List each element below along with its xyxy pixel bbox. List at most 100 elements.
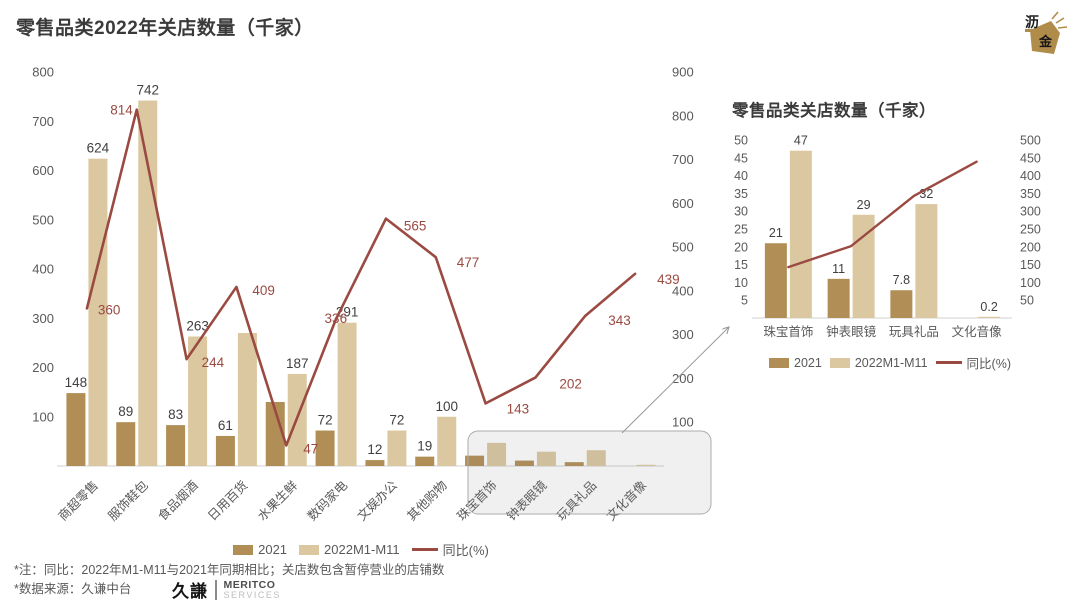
bar-value-label: 100 bbox=[435, 399, 458, 414]
lijin-logo-icon: 沥 金 bbox=[1025, 11, 1068, 54]
line-value-label: 439 bbox=[657, 272, 680, 287]
legend-label: 2022M1-M11 bbox=[324, 542, 400, 557]
bar-value-label: 47 bbox=[794, 134, 808, 148]
bar-value-label: 89 bbox=[118, 404, 133, 419]
bar-value-label: 19 bbox=[417, 439, 432, 454]
legend-label: 2022M1-M11 bbox=[854, 355, 928, 370]
callout-arrow bbox=[621, 327, 729, 434]
right-axis-tick: 50 bbox=[1020, 294, 1034, 308]
bar-2022M1-M11-珠宝首饰 bbox=[487, 442, 507, 466]
meritco-logo-en-top: MERITCO bbox=[223, 578, 276, 591]
category-label: 食品烟酒 bbox=[155, 478, 201, 524]
svg-text:沥: 沥 bbox=[1025, 14, 1039, 30]
bar-2022M1-M11-玩具礼品 bbox=[915, 204, 938, 318]
left-axis-tick: 40 bbox=[734, 169, 748, 183]
left-axis-tick: 5 bbox=[741, 294, 748, 308]
right-axis-tick: 300 bbox=[1020, 205, 1041, 219]
category-label: 其他购物 bbox=[404, 478, 450, 524]
line-value-label: 814 bbox=[110, 103, 133, 118]
bar-2022M1-M11-文娱办公 bbox=[387, 430, 407, 466]
footnote-source: *数据来源：久谦中台 bbox=[14, 582, 132, 596]
bar-2022M1-M11-日用百货 bbox=[237, 333, 257, 466]
bar-value-label: 624 bbox=[87, 141, 110, 156]
bar-2021-珠宝首饰 bbox=[764, 243, 787, 318]
line-value-label: 202 bbox=[559, 377, 582, 392]
right-axis-tick: 100 bbox=[672, 415, 694, 430]
right-axis-tick: 300 bbox=[672, 327, 694, 342]
legend-item-2022M1-M11: 2022M1-M11 bbox=[829, 355, 928, 370]
line-value-label: 336 bbox=[325, 311, 348, 326]
bar-2022M1-M11-服饰鞋包 bbox=[138, 100, 158, 466]
right-axis-tick: 500 bbox=[672, 240, 694, 255]
bar-value-label: 0.2 bbox=[980, 300, 997, 314]
bar-2022M1-M11-钟表眼镜 bbox=[536, 451, 556, 466]
legend-label: 同比(%) bbox=[966, 357, 1011, 371]
bar-2021-水果生鲜 bbox=[265, 401, 285, 466]
line-value-label: 360 bbox=[98, 302, 121, 317]
right-axis-tick: 600 bbox=[672, 196, 694, 211]
bar-2021-钟表眼镜 bbox=[514, 460, 534, 466]
line-swatch-icon bbox=[935, 361, 962, 364]
right-axis-tick: 500 bbox=[1020, 134, 1041, 148]
right-axis-tick: 200 bbox=[672, 371, 694, 386]
bar-2022M1-M11-文化音像 bbox=[978, 316, 1001, 318]
bar-2021-日用百货 bbox=[215, 435, 235, 466]
category-label: 水果生鲜 bbox=[255, 478, 300, 523]
left-axis-tick: 700 bbox=[32, 114, 54, 129]
right-axis-tick: 900 bbox=[672, 65, 694, 80]
meritco-logo-divider bbox=[215, 579, 217, 600]
left-axis-tick: 500 bbox=[32, 212, 54, 227]
bar-value-label: 187 bbox=[286, 356, 309, 371]
left-axis-tick: 400 bbox=[32, 262, 54, 277]
bar-2022M1-M11-数码家电 bbox=[337, 322, 357, 466]
right-axis-tick: 400 bbox=[1020, 169, 1041, 183]
right-axis-tick: 200 bbox=[1020, 240, 1041, 254]
left-axis-tick: 20 bbox=[734, 240, 748, 254]
right-axis-tick: 450 bbox=[1020, 151, 1041, 165]
left-axis-tick: 35 bbox=[734, 187, 748, 201]
category-label: 珠宝首饰 bbox=[763, 325, 813, 339]
bar-swatch-icon bbox=[769, 357, 789, 368]
bar-2022M1-M11-其他购物 bbox=[437, 416, 457, 466]
left-axis-tick: 800 bbox=[32, 65, 54, 80]
legend-item-2021: 2021 bbox=[233, 542, 287, 557]
bar-value-label: 72 bbox=[389, 413, 404, 428]
right-axis-tick: 400 bbox=[672, 283, 694, 298]
right-axis-tick: 700 bbox=[672, 152, 694, 167]
bar-swatch-icon bbox=[233, 544, 254, 555]
bar-2021-食品烟酒 bbox=[166, 425, 186, 466]
legend-label: 2021 bbox=[794, 355, 822, 370]
legend-item-2022M1-M11: 2022M1-M11 bbox=[299, 542, 400, 557]
bar-swatch-icon bbox=[829, 357, 850, 368]
line-value-label: 47 bbox=[303, 441, 318, 456]
legend-label: 2021 bbox=[258, 542, 288, 557]
category-label: 日用百货 bbox=[205, 478, 251, 524]
bar-value-label: 61 bbox=[218, 418, 233, 433]
bar-value-label: 263 bbox=[186, 318, 209, 333]
bar-2021-玩具礼品 bbox=[564, 462, 584, 466]
bar-value-label: 7.8 bbox=[893, 273, 910, 287]
bar-2021-服饰鞋包 bbox=[116, 422, 136, 466]
page-title: 零售品类2022年关店数量（千家） bbox=[16, 18, 314, 39]
bar-2021-商超零售 bbox=[66, 393, 86, 466]
left-axis-tick: 50 bbox=[734, 134, 748, 148]
line-value-label: 143 bbox=[507, 401, 530, 416]
bar-value-label: 11 bbox=[832, 262, 845, 276]
footnotes: *注：同比：2022年M1-M11与2021年同期相比；关店数包含暂停营业的店铺… bbox=[14, 561, 444, 599]
category-label: 数码家电 bbox=[304, 477, 350, 523]
lijin-brand-logo: 沥 金 bbox=[1018, 6, 1070, 60]
meritco-logo-cn: 久謙 bbox=[172, 582, 208, 601]
line-swatch-icon bbox=[411, 548, 438, 551]
right-axis-tick: 800 bbox=[672, 108, 694, 123]
bar-2021-其他购物 bbox=[415, 456, 435, 466]
inset-chart-title: 零售品类关店数量（千家） bbox=[732, 102, 936, 120]
bar-2021-数码家电 bbox=[315, 430, 335, 466]
right-axis-tick: 250 bbox=[1020, 223, 1041, 237]
bar-2021-玩具礼品 bbox=[890, 290, 913, 318]
left-axis-tick: 15 bbox=[734, 258, 748, 272]
right-axis-tick: 350 bbox=[1020, 187, 1041, 201]
category-label: 钟表眼镜 bbox=[826, 324, 877, 339]
svg-text:金: 金 bbox=[1038, 34, 1053, 49]
